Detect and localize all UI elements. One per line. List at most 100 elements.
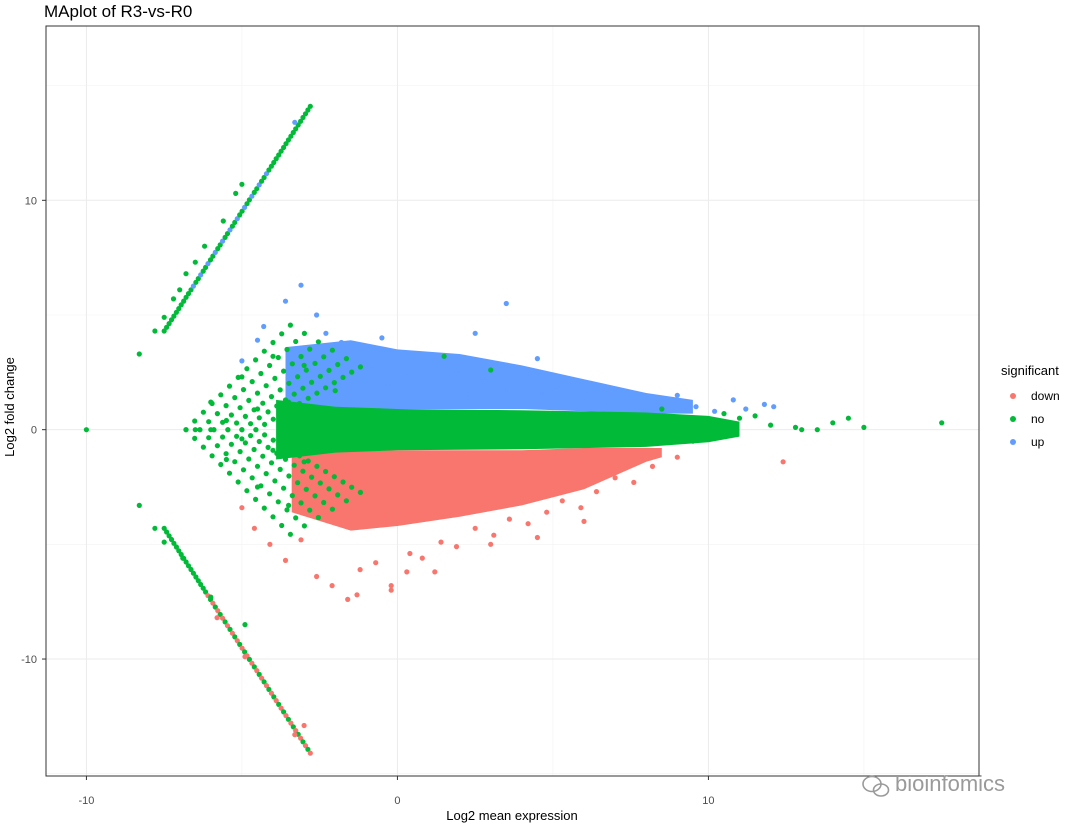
point-no [208,427,214,433]
trail-point-upper [178,302,184,308]
trail-point-lower [217,611,223,618]
trail-point-lower [234,638,240,644]
wedge-point-upper [261,348,267,354]
point-up [537,392,544,398]
point-no [161,539,167,545]
wedge-point-upper [279,331,285,337]
point-up [569,399,575,405]
point-down [251,525,257,531]
wedge-point-upper [246,397,252,403]
wedge-point-upper [284,346,290,353]
wedge-point-upper [253,357,259,363]
wedge-point-lower [253,427,259,433]
trail-point-upper [224,231,231,237]
point-up [500,388,506,394]
trail-point-lower [239,645,245,651]
point-down [544,509,550,515]
trail-point-upper [271,159,277,166]
trail-point-lower [173,544,179,550]
trail-point-upper [276,152,282,158]
wedge-point-upper [340,374,346,380]
point-no [721,411,727,417]
point-down [559,498,565,504]
trail-point-lower [249,660,255,666]
point-down [373,560,379,566]
wedge-point-lower [281,485,287,491]
point-down [649,463,656,469]
wedge-point-upper [267,362,273,369]
point-down [407,550,413,557]
trail-point-upper [234,216,240,222]
wedge-point-lower [270,437,276,443]
point-down [214,615,220,621]
point-no [799,427,805,433]
point-down [438,539,444,545]
y-axis-title: Log2 fold change [2,357,17,457]
point-up [712,408,718,414]
trail-point-upper [290,129,296,136]
wedge-point-upper [335,361,341,368]
point-no [208,399,214,405]
trail-point-lower [285,716,291,722]
wedge-point-lower [287,531,293,537]
point-up [481,378,488,385]
point-no [208,594,214,600]
point-no [441,353,447,359]
point-up [730,397,736,403]
point-up [743,406,749,412]
trail-point-upper [190,283,196,289]
point-up [553,383,559,389]
point-down [388,587,394,593]
wedge-point-lower [298,500,304,506]
trail-point-upper [198,272,204,278]
point-no [457,431,463,437]
point-no [192,259,198,265]
point-no [425,420,432,426]
wedge-point-upper [331,380,337,386]
watermark: bioinfomics [862,771,1005,797]
trail-point-upper [266,167,272,173]
point-no [674,415,680,421]
trail-point-lower [229,630,235,636]
wedge-point-lower [206,435,212,441]
trail-point-lower [200,585,206,591]
wedge-point-lower [305,458,311,464]
trail-point-upper [281,144,287,151]
wedge-point-upper [301,330,307,336]
point-no [488,424,494,430]
wedge-point-upper [307,346,313,352]
trail-point-upper [278,148,284,154]
wedge-point-lower [279,522,285,529]
wedge-point-lower [317,480,323,486]
wedge-point-upper [256,415,262,421]
wedge-point-lower [272,478,278,484]
trail-point-upper [195,276,201,282]
point-no [239,436,245,442]
wedge-point-lower [200,444,206,450]
wechat-icon [862,775,890,797]
point-down [506,516,512,522]
wedge-point-upper [291,391,297,397]
trail-point-lower [266,686,272,693]
trail-point-upper [285,137,291,143]
wedge-point-upper [248,421,254,427]
point-no [223,417,229,424]
trail-point-upper [176,306,182,312]
point-no [488,367,494,373]
wedge-point-upper [234,420,240,426]
wedge-point-lower [301,523,307,529]
trail-point-lower [224,623,231,629]
point-no [768,422,774,428]
wedge-point-upper [206,419,212,425]
wedge-point-upper [321,354,327,360]
point-no [286,399,292,405]
trail-point-upper [298,118,304,124]
chart-title: MAplot of R3-vs-R0 [44,2,192,21]
trail-point-upper [246,197,252,203]
legend-key-up [1010,439,1016,445]
point-no [239,181,245,187]
point-down [419,555,425,561]
trail-point-upper [222,234,228,240]
wedge-point-upper [228,412,234,418]
trail-point-upper [307,103,313,109]
